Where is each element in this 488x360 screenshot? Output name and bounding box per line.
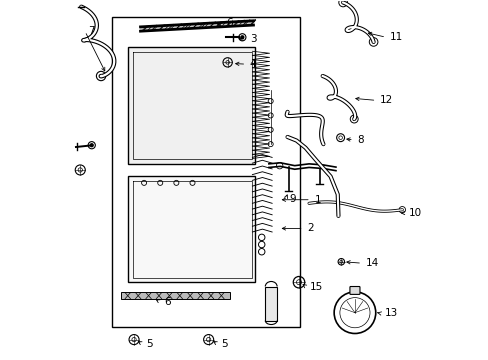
Text: 6: 6 bbox=[226, 18, 233, 28]
Text: 11: 11 bbox=[389, 32, 402, 42]
Text: 3: 3 bbox=[249, 34, 256, 44]
Text: 10: 10 bbox=[408, 208, 421, 218]
Text: 15: 15 bbox=[309, 282, 323, 292]
Polygon shape bbox=[140, 21, 253, 31]
Bar bbox=[128, 47, 255, 164]
Text: 7: 7 bbox=[88, 26, 95, 36]
Text: 8: 8 bbox=[357, 135, 364, 145]
Text: 2: 2 bbox=[306, 224, 313, 233]
FancyBboxPatch shape bbox=[349, 287, 359, 294]
Circle shape bbox=[90, 144, 93, 147]
Bar bbox=[265, 287, 277, 320]
Text: 9: 9 bbox=[289, 194, 295, 204]
Text: 13: 13 bbox=[384, 309, 397, 318]
Circle shape bbox=[241, 36, 244, 39]
Text: 5: 5 bbox=[145, 339, 152, 349]
Bar bbox=[112, 17, 300, 327]
Text: 1: 1 bbox=[314, 195, 321, 205]
Text: 14: 14 bbox=[365, 258, 378, 268]
Text: 5: 5 bbox=[221, 339, 227, 349]
Text: 6: 6 bbox=[163, 297, 170, 307]
Text: 12: 12 bbox=[379, 95, 392, 105]
Text: 4: 4 bbox=[249, 59, 256, 69]
Bar bbox=[121, 292, 230, 299]
Bar bbox=[128, 176, 255, 282]
